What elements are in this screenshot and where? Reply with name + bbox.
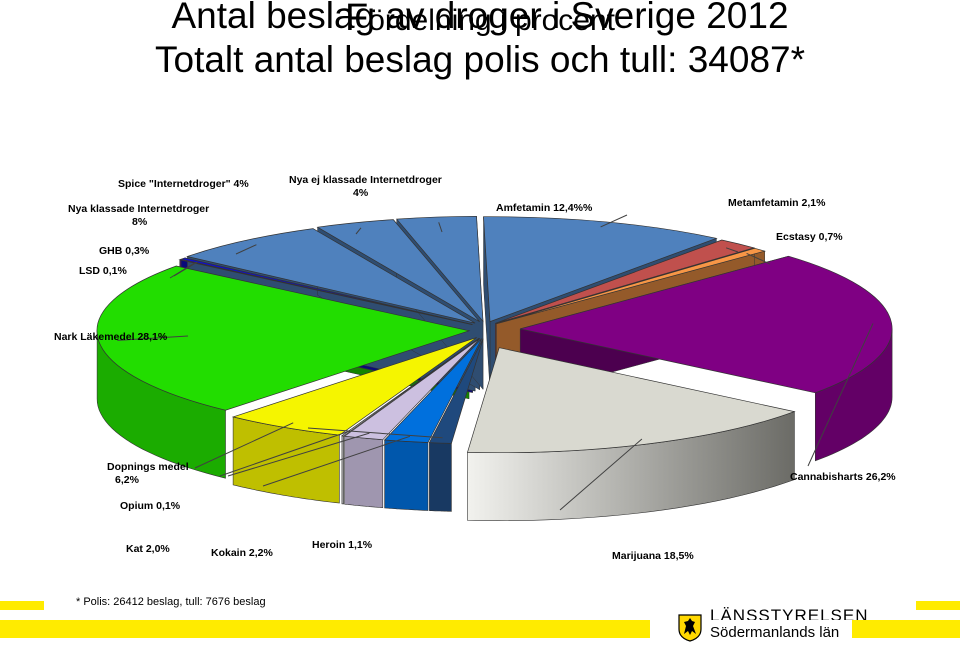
leader-line-dopnings-medel-6-2: [194, 422, 294, 469]
slice-label-ghb-0-3: GHB 0,3%: [99, 245, 150, 257]
pie-chart: Amfetamin 12,4%% Metamfetamin 2,1% Ecstasy…: [54, 174, 896, 562]
leader-line-marijuana-18-5: [559, 438, 643, 511]
leader-line-metamfetamin-2-1: [725, 247, 739, 253]
leader-line-cannabisharts-26-2: [807, 323, 874, 467]
leader-line-nya-klassade-internetdroger-8: [235, 244, 257, 255]
label-leaders: [117, 214, 874, 511]
slice-labels: Amfetamin 12,4%% Metamfetamin 2,1% Ecstasy…: [54, 174, 896, 562]
slice-label-cannabisharts-26-2: Cannabisharts 26,2%: [790, 471, 896, 483]
slice-label-amfetamin-12-4: Amfetamin 12,4%%: [496, 202, 593, 214]
slice-label-marijuana-18-5: Marijuana 18,5%: [612, 550, 694, 562]
pie-slice-kat-2-0: [343, 338, 481, 441]
yellow-band-left-top: [0, 601, 44, 610]
pie-slice-nya-klassade-internetdroger-8: [186, 228, 476, 324]
pie-slice-nya-ej-klassade-internetdroger-4: [395, 215, 484, 323]
subtitle-rest: ördelning i procent: [368, 4, 616, 37]
yellow-band-left: [0, 620, 650, 638]
leader-line-ghb-0-3: [173, 261, 198, 277]
leader-line-ecstasy-0-7: [746, 252, 771, 265]
leader-line-opium-0-1: [219, 430, 350, 477]
subtitle-initial: F: [344, 0, 369, 39]
leader-line-kat-2-0: [227, 432, 370, 477]
chart-subtitle: Totalt antal beslag polis och tull: 3408…: [155, 39, 805, 80]
slice-label-ecstasy-0-7: Ecstasy 0,7%: [776, 231, 843, 243]
lion-crest-icon: [678, 614, 702, 642]
footnote: * Polis: 26412 beslag, tull: 7676 beslag: [76, 596, 266, 608]
pie-slice-ecstasy-0-7: [496, 247, 766, 325]
slice-label-opium-0-1: Opium 0,1%: [120, 500, 181, 512]
pie-side-kokain-2-2: [384, 439, 429, 511]
leader-line-kokain-2-2: [262, 435, 411, 487]
pie-slice-amfetamin-12-4: [483, 216, 718, 323]
pie-slice-nark-läkemedel-28-1: [96, 265, 471, 411]
slice-label-nark-läkemedel-28-1: Nark Läkemedel 28,1%: [54, 331, 168, 343]
pie-side-opium-0-1: [341, 435, 344, 505]
slice-label-spice-internetdroger-4: Spice "Internetdroger" 4%: [118, 178, 249, 190]
slice-label-nya-ej-klassade-internetdroger-4: Nya ej klassade Internetdroger 4%: [289, 174, 442, 199]
slice-label-metamfetamin-2-1: Metamfetamin 2,1%: [728, 197, 826, 209]
pie-slice-spice-internetdroger-4: [316, 219, 480, 323]
pie-slice-ghb-0-3: [179, 257, 473, 325]
leader-line-spice-internetdroger-4: [355, 227, 362, 235]
lansstyrelsen-logo: LÄNSSTYRELSEN Södermanlands län: [678, 606, 868, 646]
yellow-band-right-top: [916, 601, 960, 610]
slice-label-lsd-0-1: LSD 0,1%: [79, 265, 128, 277]
pie-slice-marijuana-18-5: [467, 347, 796, 454]
pie-slice-heroin-1-1: [428, 338, 484, 444]
pie-slice-cannabisharts-26-2: [520, 255, 893, 394]
logo-text-line1: LÄNSSTYRELSEN: [710, 606, 869, 620]
slice-label-kokain-2-2: Kokain 2,2%: [211, 547, 274, 559]
chart-title: Antal beslag av droger i Sverige 2012: [171, 0, 789, 36]
slice-label-kat-2-0: Kat 2,0%: [126, 543, 170, 555]
slice-label-heroin-1-1: Heroin 1,1%: [312, 539, 373, 551]
leader-line-nark-läkemedel-28-1: [117, 335, 189, 341]
pie-side-heroin-1-1: [429, 442, 452, 512]
leader-line-amfetamin-12-4: [600, 214, 628, 228]
leader-line-heroin-1-1: [307, 427, 443, 439]
yellow-band-right: [852, 620, 960, 638]
pie-slice-metamfetamin-2-1: [495, 239, 756, 324]
leader-line-nya-ej-klassade-internetdroger-4: [438, 222, 443, 233]
slice-label-nya-klassade-internetdroger-8: Nya klassade Internetdroger 8%: [68, 203, 209, 228]
pie-slice-kokain-2-2: [383, 338, 483, 443]
pie-slice-opium-0-1: [340, 337, 480, 437]
pie-slices: [96, 215, 893, 454]
logo-text-line2: Södermanlands län: [710, 624, 840, 641]
slice-label-dopnings-medel-6-2: Dopnings medel 6,2%: [107, 461, 189, 486]
chart-subtitle-2: Fördelning i procent: [0, 0, 960, 39]
